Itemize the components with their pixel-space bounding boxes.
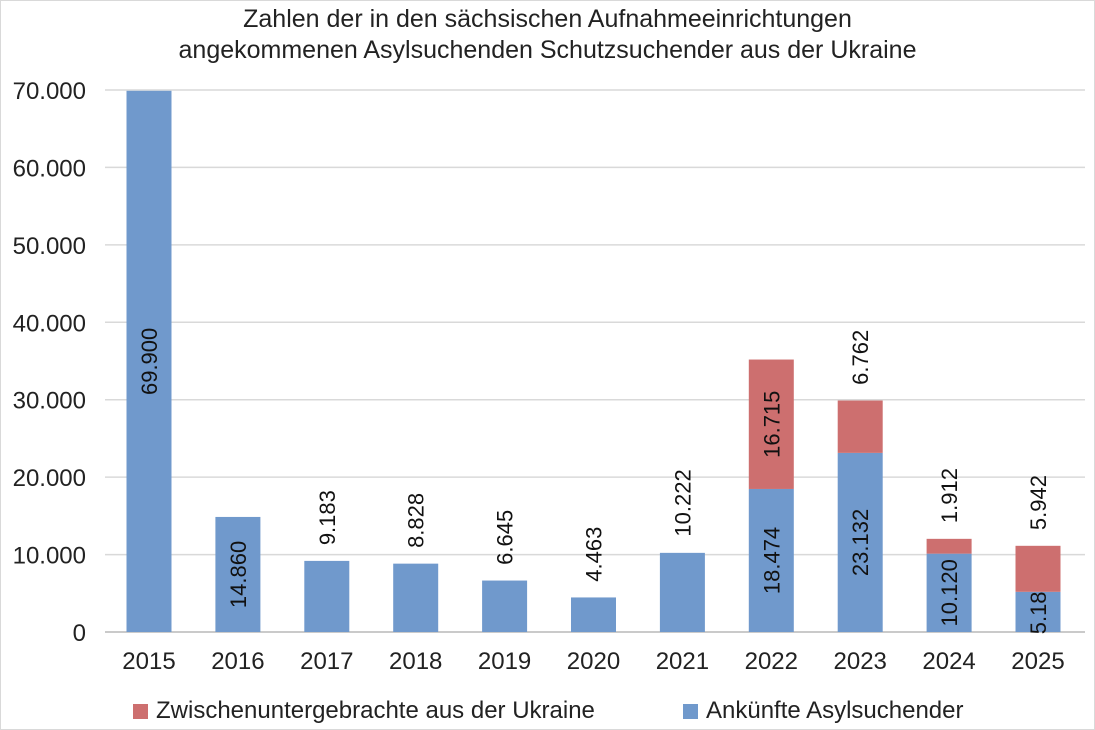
- bar-asyl-2024: [926, 553, 972, 632]
- bar-asyl-2015: [126, 90, 172, 632]
- x-tick-label: 2020: [567, 648, 620, 675]
- data-label: 6.762: [848, 330, 873, 385]
- legend-label: Ankünfte Asylsuchender: [706, 697, 964, 724]
- bar-ukraine-2024: [926, 538, 972, 554]
- bar-ukraine-2025: [1015, 545, 1061, 592]
- x-tick-label: 2025: [1011, 648, 1064, 675]
- bar-asyl-2025: [1015, 591, 1061, 632]
- y-tick-label: 60.000: [13, 155, 86, 182]
- chart-title: Zahlen der in den sächsischen Aufnahmeei…: [0, 4, 1095, 66]
- y-tick-label: 50.000: [13, 233, 86, 260]
- x-tick-label: 2023: [834, 648, 887, 675]
- bar-asyl-2016: [215, 516, 261, 632]
- y-tick-label: 70.000: [13, 78, 86, 105]
- data-label: 23.132: [848, 509, 873, 576]
- data-label: 4.463: [582, 527, 607, 582]
- bar-asyl-2019: [482, 580, 528, 632]
- data-label: 10.120: [937, 559, 962, 626]
- bar-asyl-2018: [393, 563, 439, 632]
- data-label: 10.222: [670, 469, 695, 536]
- legend-item-ukraine: Zwischenuntergebrachte aus der Ukraine: [133, 697, 595, 725]
- legend-item-asyl: Ankünfte Asylsuchender: [683, 697, 964, 725]
- bar-asyl-2023: [837, 452, 883, 632]
- x-tick-label: 2021: [656, 648, 709, 675]
- bar-ukraine-2023: [837, 400, 883, 453]
- y-tick-label: 40.000: [13, 310, 86, 337]
- bar-asyl-2022: [748, 488, 794, 632]
- legend-swatch-blue: [683, 703, 698, 719]
- data-label: 8.828: [404, 493, 429, 548]
- x-tick-label: 2016: [211, 648, 264, 675]
- data-label: 18.474: [759, 527, 784, 594]
- bar-asyl-2020: [571, 597, 616, 632]
- chart-title-line-2: angekommenen Asylsuchenden Schutzsuchend…: [178, 36, 917, 64]
- data-label: 16.715: [759, 391, 784, 458]
- y-tick-label: 0: [73, 620, 86, 647]
- legend-swatch-red: [133, 703, 148, 719]
- data-label: 69.900: [137, 328, 162, 395]
- x-tick-label: 2019: [478, 648, 531, 675]
- bar-asyl-2017: [304, 560, 350, 632]
- data-label: 6.645: [493, 510, 518, 565]
- bar-asyl-2021: [659, 552, 705, 632]
- y-tick-label: 30.000: [13, 388, 86, 415]
- x-tick-label: 2022: [745, 648, 798, 675]
- data-label: 9.183: [315, 490, 340, 545]
- bar-ukraine-2022: [748, 359, 794, 489]
- x-tick-label: 2015: [122, 648, 175, 675]
- y-tick-label: 20.000: [13, 465, 86, 492]
- data-label: 1.912: [937, 468, 962, 523]
- legend-label: Zwischenuntergebrachte aus der Ukraine: [156, 697, 595, 724]
- x-tick-label: 2017: [300, 648, 353, 675]
- data-label: 5.942: [1026, 475, 1051, 530]
- x-tick-label: 2018: [389, 648, 442, 675]
- data-label: 14.860: [226, 541, 251, 608]
- chart-title-line-1: Zahlen der in den sächsischen Aufnahmeei…: [243, 5, 852, 33]
- y-tick-label: 10.000: [13, 543, 86, 570]
- x-tick-label: 2024: [922, 648, 975, 675]
